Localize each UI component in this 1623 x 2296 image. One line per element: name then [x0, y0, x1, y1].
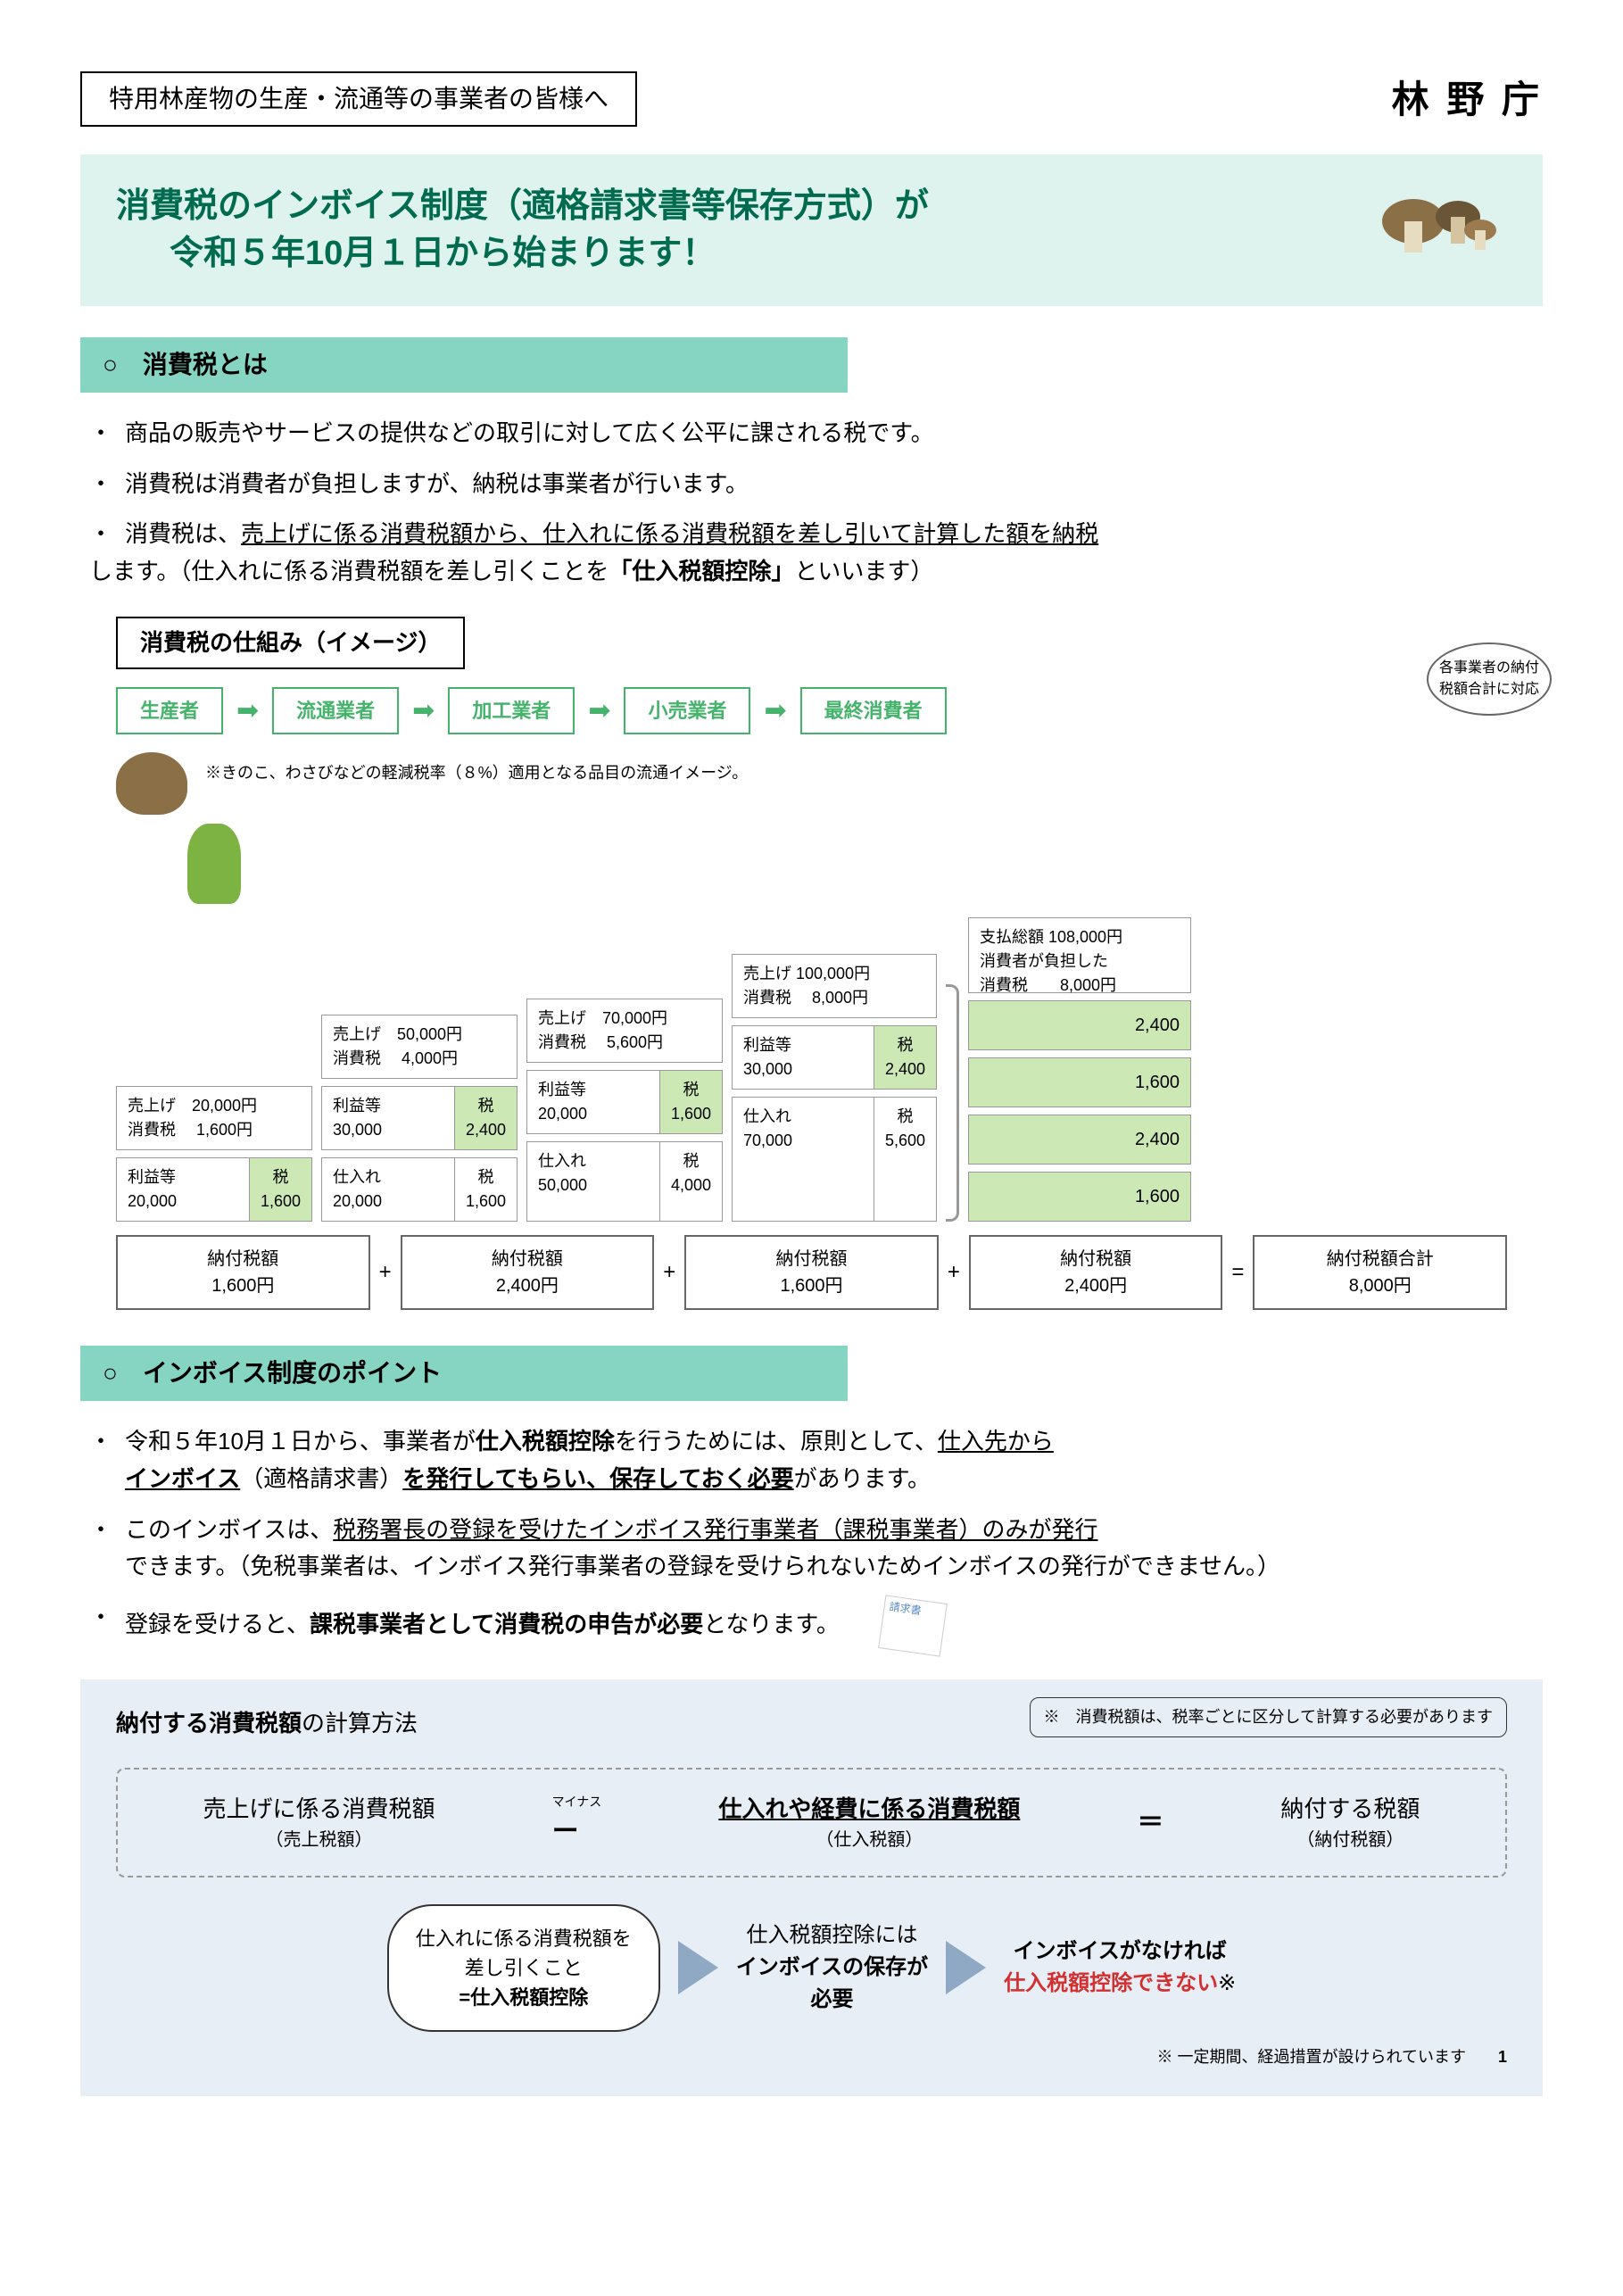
tax-value: 1,600 [968, 1057, 1191, 1107]
formula-purchase: 仕入れや経費に係る消費税額 （仕入税額） [718, 1792, 1020, 1853]
wasabi-icon [187, 824, 1507, 904]
stage-distributor: 売上げ 50,000円 消費税 4,000円 利益等 30,000 税 2,40… [321, 1015, 518, 1222]
sales-box: 売上げ 20,000円 消費税 1,600円 [116, 1086, 312, 1150]
title-line2: 令和５年10月１日から始まります！ [116, 230, 929, 278]
title-line1: 消費税のインボイス制度（適格請求書等保存方式）が [116, 187, 929, 225]
paid-tax-row: 納付税額 1,600円 + 納付税額 2,400円 + 納付税額 1,600円 … [116, 1235, 1507, 1310]
flow-node: 生産者 [116, 687, 223, 734]
plus-icon: + [663, 1256, 675, 1289]
minus-operator: マイナス ー [552, 1793, 602, 1852]
plus-icon: + [948, 1256, 960, 1289]
deduction-bubble: 仕入れに係る消費税額を 差し引くこと =仕入税額控除 [387, 1904, 660, 2032]
stage-consumer: 支払総額 108,000円 消費者が負担した 消費税 8,000円 2,400 … [968, 917, 1191, 1222]
tax-value: 2,400 [968, 1000, 1191, 1050]
flow-node: 最終消費者 [800, 687, 947, 734]
page-number: 1 [1498, 2048, 1507, 2066]
section1-header: ○ 消費税とは [80, 337, 848, 393]
section1-bullets: 商品の販売やサービスの提供などの取引に対して広く公平に課される税です。 消費税は… [80, 415, 1543, 590]
paid-box: 納付税額 2,400円 [969, 1235, 1223, 1310]
arrow-icon: ➡ [412, 691, 435, 731]
diagram-label: 消費税の仕組み（イメージ） [116, 617, 465, 669]
sales-box: 売上げ 100,000円 消費税 8,000円 [732, 954, 937, 1018]
profit-tax-box: 利益等 30,000 税 2,400 [321, 1086, 518, 1150]
calc-section: 納付する消費税額の計算方法 ※ 消費税額は、税率ごとに区分して計算する必要があり… [80, 1679, 1543, 2096]
section2-bullets: 令和５年10月１日から、事業者が仕入税額控除を行うためには、原則として、仕入先か… [80, 1423, 1543, 1652]
bracket-icon [946, 984, 959, 1222]
stage-producer: 売上げ 20,000円 消費税 1,600円 利益等 20,000 税 1,60… [116, 1086, 312, 1222]
arrow-icon: ➡ [588, 691, 610, 731]
profit-tax-box: 利益等 20,000 税 1,600 [116, 1157, 312, 1222]
tax-value: 1,600 [968, 1172, 1191, 1222]
flow-diagram: 各事業者の納付税額合計に対応 生産者 ➡ 流通業者 ➡ 加工業者 ➡ 小売業者 … [80, 687, 1543, 1310]
calc-note: ※ 消費税額は、税率ごとに区分して計算する必要があります [1030, 1697, 1507, 1737]
speech-bubble: 各事業者の納付税額合計に対応 [1427, 642, 1552, 716]
big-arrow-icon [678, 1941, 718, 1994]
title-banner: 消費税のインボイス制度（適格請求書等保存方式）が 令和５年10月１日から始まりま… [80, 154, 1543, 306]
bullet-item: 登録を受けると、課税事業者として消費税の申告が必要となります。 請求書 [125, 1599, 1543, 1653]
paid-box: 納付税額 2,400円 [401, 1235, 655, 1310]
formula-box: 売上げに係る消費税額 （売上税額） マイナス ー 仕入れや経費に係る消費税額 （… [116, 1768, 1507, 1877]
formula-sales: 売上げに係る消費税額 （売上税額） [203, 1792, 435, 1853]
flow-node: 加工業者 [448, 687, 575, 734]
profit-tax-box: 利益等 30,000 税 2,400 [732, 1025, 937, 1090]
formula-result: 納付する税額 （納付税額） [1280, 1792, 1420, 1853]
section2-header: ○ インボイス制度のポイント [80, 1346, 848, 1401]
bullet-item: 消費税は、売上げに係る消費税額から、仕入れに係る消費税額を差し引いて計算した額を… [125, 516, 1543, 590]
plus-icon: + [379, 1256, 392, 1289]
purchase-box: 仕入れ 70,000 税 5,600 [732, 1097, 937, 1222]
flow-node: 小売業者 [624, 687, 750, 734]
paid-box: 納付税額 1,600円 [684, 1235, 939, 1310]
sales-box: 売上げ 70,000円 消費税 5,600円 [526, 999, 723, 1063]
bullet-item: 消費税は消費者が負担しますが、納税は事業者が行います。 [125, 466, 1543, 503]
bullet-item: 令和５年10月１日から、事業者が仕入税額控除を行うためには、原則として、仕入先か… [125, 1423, 1543, 1497]
footnote: ※ 一定期間、経過措置が設けられています 1 [116, 2045, 1507, 2069]
paid-box: 納付税額 1,600円 [116, 1235, 370, 1310]
invoice-doc-icon: 請求書 [878, 1595, 948, 1656]
audience-label: 特用林産物の生産・流通等の事業者の皆様へ [80, 71, 637, 127]
paid-total-box: 納付税額合計 8,000円 [1253, 1235, 1507, 1310]
bullet-item: 商品の販売やサービスの提供などの取引に対して広く公平に課される税です。 [125, 415, 1543, 452]
purchase-box: 仕入れ 20,000 税 1,600 [321, 1157, 518, 1222]
stage-processor: 売上げ 70,000円 消費税 5,600円 利益等 20,000 税 1,60… [526, 999, 723, 1222]
purchase-box: 仕入れ 50,000 税 4,000 [526, 1141, 723, 1222]
big-arrow-icon [946, 1941, 986, 1994]
flow-nodes-row: 生産者 ➡ 流通業者 ➡ 加工業者 ➡ 小売業者 ➡ 最終消費者 [116, 687, 1507, 734]
mushroom-illustration [1373, 177, 1507, 284]
main-title: 消費税のインボイス制度（適格請求書等保存方式）が 令和５年10月１日から始まりま… [116, 183, 929, 278]
header-row: 特用林産物の生産・流通等の事業者の皆様へ 林 野 庁 [80, 71, 1543, 128]
equals-icon: = [1231, 1256, 1244, 1289]
total-box: 支払総額 108,000円 消費者が負担した 消費税 8,000円 [968, 917, 1191, 993]
end-conclusion: インボイスがなければ 仕入税額控除できない※ [1004, 1935, 1236, 2000]
profit-tax-box: 利益等 20,000 税 1,600 [526, 1070, 723, 1134]
bullet-item: このインボイスは、税務署長の登録を受けたインボイス発行事業者（課税事業者）のみが… [125, 1512, 1543, 1586]
arrow-icon: ➡ [764, 691, 786, 731]
agency-name: 林 野 庁 [1392, 71, 1543, 128]
equals-operator: ＝ [1137, 1803, 1163, 1843]
stages-container: 売上げ 20,000円 消費税 1,600円 利益等 20,000 税 1,60… [116, 917, 1507, 1222]
mushroom-small-icon [116, 752, 187, 815]
tax-value: 2,400 [968, 1115, 1191, 1165]
sales-box: 売上げ 50,000円 消費税 4,000円 [321, 1015, 518, 1079]
stage-retailer: 売上げ 100,000円 消費税 8,000円 利益等 30,000 税 2,4… [732, 954, 937, 1222]
bottom-flow: 仕入れに係る消費税額を 差し引くこと =仕入税額控除 仕入税額控除には インボイ… [116, 1904, 1507, 2032]
mid-conclusion: 仕入税額控除には インボイスの保存が 必要 [736, 1919, 928, 2016]
diagram-note: ※きのこ、わさびなどの軽減税率（８%）適用となる品目の流通イメージ。 [205, 761, 1507, 785]
flow-node: 流通業者 [272, 687, 399, 734]
arrow-icon: ➡ [236, 691, 259, 731]
